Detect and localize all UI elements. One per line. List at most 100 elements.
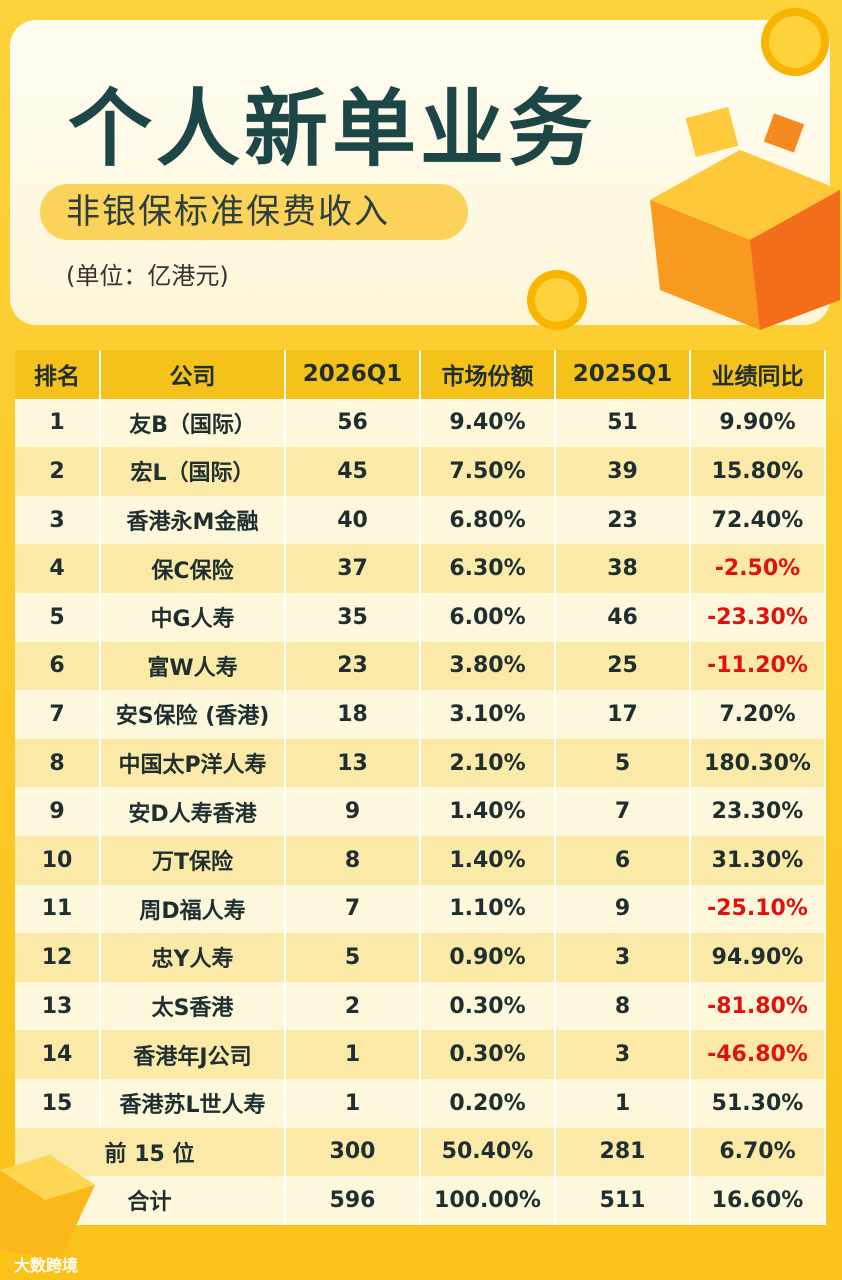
summary-cell: 300 xyxy=(285,1127,421,1177)
table-cell: 3.10% xyxy=(420,690,556,739)
table-row: 14 香港年J公司 1 0.30% 3 -46.80% xyxy=(15,1030,826,1079)
table-cell: -23.30% xyxy=(690,592,826,642)
table-cell: 94.90% xyxy=(690,933,826,982)
table-cell: 太S香港 xyxy=(100,981,286,1031)
table-cell: 5 xyxy=(285,933,421,982)
decoration xyxy=(527,8,840,330)
table-cell: 香港苏L世人寿 xyxy=(100,1078,286,1128)
table-cell: 宏L（国际） xyxy=(100,447,286,496)
table-cell: 180.30% xyxy=(690,738,826,788)
table-cell: 13 xyxy=(15,981,101,1031)
table-row: 1 友B（国际） 56 9.40% 51 9.90% xyxy=(15,398,826,448)
table-cell: 51.30% xyxy=(690,1078,826,1128)
table-cell: 3 xyxy=(555,933,691,982)
table-cell: 1 xyxy=(285,1030,421,1079)
table-cell: 13 xyxy=(285,738,421,788)
table-row: 12 忠Y人寿 5 0.90% 3 94.90% xyxy=(15,933,826,982)
table-cell: 7.50% xyxy=(420,447,556,496)
column-header: 公司 xyxy=(100,350,286,399)
table-cell: -25.10% xyxy=(690,884,826,934)
unit: (单位：亿港元) xyxy=(66,262,229,290)
table-cell: 23 xyxy=(285,641,421,691)
column-header: 市场份额 xyxy=(420,350,556,399)
table-cell: 40 xyxy=(285,495,421,545)
table-cell: 1 xyxy=(15,398,101,448)
table-cell: 中国太P洋人寿 xyxy=(100,738,286,788)
summary-row: 前 15 位 300 50.40% 281 6.70% xyxy=(15,1127,826,1177)
summary-cell: 281 xyxy=(555,1127,691,1177)
summary-cell: 100.00% xyxy=(420,1176,556,1225)
table-cell: 1 xyxy=(285,1078,421,1128)
table-cell: 香港年J公司 xyxy=(100,1030,286,1079)
table-cell: 7 xyxy=(15,690,101,739)
table-cell: -2.50% xyxy=(690,544,826,593)
table-cell: 7 xyxy=(285,884,421,934)
table-cell: 14 xyxy=(15,1030,101,1079)
ranking-table: 排名 公司 2026Q1 市场份额 2025Q1 业绩同比 1 友B（国际） 56 9.40% 51… xyxy=(15,350,826,1225)
table-cell: 富W人寿 xyxy=(100,641,286,691)
table-cell: 35 xyxy=(285,592,421,642)
column-header: 业绩同比 xyxy=(690,350,826,399)
table-cell: 3 xyxy=(555,1030,691,1079)
table-cell: 8 xyxy=(15,738,101,788)
table-cell: 保C保险 xyxy=(100,544,286,593)
table-cell: 8 xyxy=(285,835,421,885)
table-cell: 11 xyxy=(15,884,101,934)
title: 个人新单业务 xyxy=(68,80,597,178)
table-row: 10 万T保险 8 1.40% 6 31.30% xyxy=(15,835,826,885)
table-cell: 周D福人寿 xyxy=(100,884,286,934)
table-row: 11 周D福人寿 7 1.10% 9 -25.10% xyxy=(15,884,826,934)
table-cell: 5 xyxy=(555,738,691,788)
table-cell: 中G人寿 xyxy=(100,592,286,642)
table-cell: 9 xyxy=(285,787,421,836)
table-cell: 46 xyxy=(555,592,691,642)
table-row: 6 富W人寿 23 3.80% 25 -11.20% xyxy=(15,641,826,691)
table-cell: 1.10% xyxy=(420,884,556,934)
table-row: 9 安D人寿香港 9 1.40% 7 23.30% xyxy=(15,787,826,836)
table-cell: 2.10% xyxy=(420,738,556,788)
table-cell: 4 xyxy=(15,544,101,593)
table-cell: 31.30% xyxy=(690,835,826,885)
table-cell: -11.20% xyxy=(690,641,826,691)
table-cell: 7 xyxy=(555,787,691,836)
table-cell: 8 xyxy=(555,981,691,1031)
table-cell: -46.80% xyxy=(690,1030,826,1079)
table-cell: 39 xyxy=(555,447,691,496)
table-cell: 6 xyxy=(555,835,691,885)
table-cell: 万T保险 xyxy=(100,835,286,885)
table-cell: 45 xyxy=(285,447,421,496)
table-row: 4 保C保险 37 6.30% 38 -2.50% xyxy=(15,544,826,593)
table-row: 7 安S保险 (香港) 18 3.10% 17 7.20% xyxy=(15,690,826,739)
table-row: 2 宏L（国际） 45 7.50% 39 15.80% xyxy=(15,447,826,496)
table-cell: 5 xyxy=(15,592,101,642)
column-header: 2026Q1 xyxy=(285,350,421,399)
table-cell: 1.40% xyxy=(420,787,556,836)
summary-cell: 6.70% xyxy=(690,1127,826,1177)
table-cell: 72.40% xyxy=(690,495,826,545)
summary-cell: 50.40% xyxy=(420,1127,556,1177)
table-row: 13 太S香港 2 0.30% 8 -81.80% xyxy=(15,981,826,1031)
table-cell: 6.30% xyxy=(420,544,556,593)
table-cell: 友B（国际） xyxy=(100,398,286,448)
table-cell: 37 xyxy=(285,544,421,593)
table-cell: 56 xyxy=(285,398,421,448)
table-cell: 38 xyxy=(555,544,691,593)
table-cell: 23.30% xyxy=(690,787,826,836)
table-cell: 25 xyxy=(555,641,691,691)
table-cell: 0.30% xyxy=(420,981,556,1031)
table-cell: 10 xyxy=(15,835,101,885)
table-cell: 6 xyxy=(15,641,101,691)
table-cell: 9.40% xyxy=(420,398,556,448)
table-row: 3 香港永M金融 40 6.80% 23 72.40% xyxy=(15,495,826,545)
table-cell: 安D人寿香港 xyxy=(100,787,286,836)
header-row: 排名 公司 2026Q1 市场份额 2025Q1 业绩同比 xyxy=(15,350,826,399)
table-cell: 7.20% xyxy=(690,690,826,739)
table-row: 8 中国太P洋人寿 13 2.10% 5 180.30% xyxy=(15,738,826,788)
table-cell: 2 xyxy=(285,981,421,1031)
summary-cell: 596 xyxy=(285,1176,421,1225)
table-cell: 6.80% xyxy=(420,495,556,545)
summary-cell: 511 xyxy=(555,1176,691,1225)
table-cell: 安S保险 (香港) xyxy=(100,690,286,739)
table-cell: 0.20% xyxy=(420,1078,556,1128)
subtitle: 非银保标准保费收入 xyxy=(40,184,468,240)
